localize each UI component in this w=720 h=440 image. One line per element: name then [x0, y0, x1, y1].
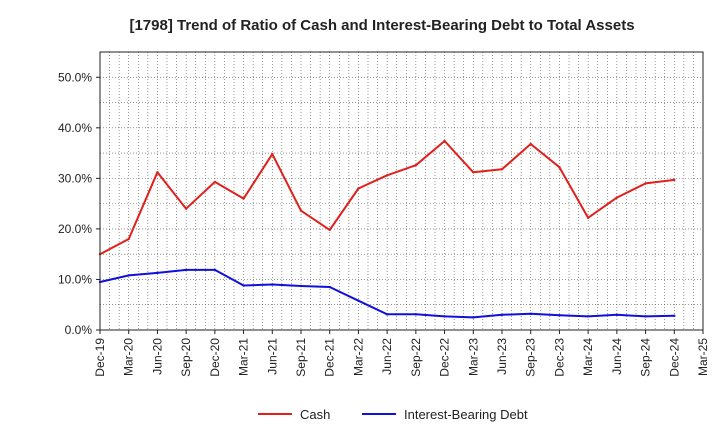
x-tick-label: Mar-22 — [351, 338, 365, 376]
data-point — [615, 313, 619, 317]
data-point — [414, 313, 418, 316]
x-tick-label: Mar-20 — [122, 338, 136, 376]
x-tick-label: Dec-20 — [208, 338, 222, 377]
y-tick-label: 40.0% — [58, 121, 92, 135]
data-point — [271, 283, 274, 286]
data-point — [271, 152, 274, 156]
data-point — [127, 274, 130, 277]
data-point — [357, 187, 360, 190]
y-tick-label: 20.0% — [58, 222, 92, 236]
data-point — [328, 285, 331, 289]
x-tick-label: Dec-22 — [438, 338, 452, 377]
data-point — [586, 216, 590, 219]
y-tick-label: 10.0% — [58, 272, 92, 286]
x-tick-label: Jun-22 — [380, 338, 394, 375]
data-point — [184, 207, 188, 210]
data-point — [586, 315, 590, 318]
data-point — [673, 314, 676, 318]
plot-frame — [99, 51, 704, 331]
series-lines — [98, 139, 676, 319]
data-point — [328, 228, 331, 232]
y-axis: 0.0% 10.0% 20.0% 30.0% 40.0% 50.0% — [58, 70, 100, 337]
x-tick-label: Sep-23 — [524, 338, 538, 377]
legend-label: Interest-Bearing Debt — [404, 407, 528, 422]
data-point — [472, 171, 475, 174]
data-point — [127, 237, 130, 241]
x-tick-label: Mar-24 — [581, 338, 595, 376]
x-tick-label: Mar-25 — [696, 338, 710, 376]
data-point — [558, 166, 561, 169]
data-point — [644, 182, 647, 185]
chart-title: [1798] Trend of Ratio of Cash and Intere… — [129, 17, 634, 34]
x-axis: Dec-19 Mar-20 Jun-20 Sep-20 Dec-20 Mar-21 Jun-… — [93, 330, 710, 377]
data-point — [242, 284, 245, 287]
x-tick-label: Dec-19 — [93, 338, 107, 377]
data-point — [385, 313, 389, 316]
data-point — [500, 168, 504, 171]
x-tick-label: Sep-20 — [179, 338, 193, 377]
data-point — [615, 196, 619, 199]
data-point — [213, 180, 217, 184]
data-point — [529, 142, 532, 146]
y-tick-label: 30.0% — [58, 171, 92, 185]
x-tick-label: Mar-21 — [237, 338, 251, 376]
data-point — [443, 139, 446, 143]
data-point — [558, 314, 561, 317]
y-tick-label: 0.0% — [65, 323, 93, 337]
y-tick-label: 50.0% — [58, 70, 92, 84]
x-tick-label: Mar-23 — [466, 338, 480, 376]
data-point — [644, 315, 647, 318]
data-point — [184, 268, 188, 272]
data-point — [213, 268, 217, 272]
legend-label: Cash — [300, 407, 330, 422]
data-point — [673, 178, 676, 182]
x-tick-label: Sep-22 — [409, 338, 423, 377]
x-tick-label: Dec-23 — [552, 338, 566, 377]
x-tick-label: Sep-24 — [639, 338, 653, 377]
data-point — [472, 316, 475, 319]
data-point — [242, 197, 245, 200]
grid — [100, 52, 703, 330]
data-point — [414, 164, 418, 167]
data-point — [156, 271, 159, 275]
x-tick-label: Dec-21 — [323, 338, 337, 377]
data-point — [443, 315, 446, 318]
data-point — [299, 209, 303, 212]
x-tick-label: Dec-24 — [667, 338, 681, 377]
x-tick-label: Jun-23 — [495, 338, 509, 375]
data-point — [299, 284, 303, 288]
data-point — [357, 299, 360, 302]
legend: Cash Interest-Bearing Debt — [258, 407, 528, 422]
data-point — [529, 312, 532, 316]
data-point — [156, 171, 159, 174]
x-tick-label: Jun-20 — [150, 338, 164, 375]
data-point — [385, 174, 389, 177]
data-point — [500, 313, 504, 317]
x-tick-label: Sep-21 — [294, 338, 308, 377]
x-tick-label: Jun-24 — [610, 338, 624, 375]
x-tick-label: Jun-21 — [265, 338, 279, 375]
